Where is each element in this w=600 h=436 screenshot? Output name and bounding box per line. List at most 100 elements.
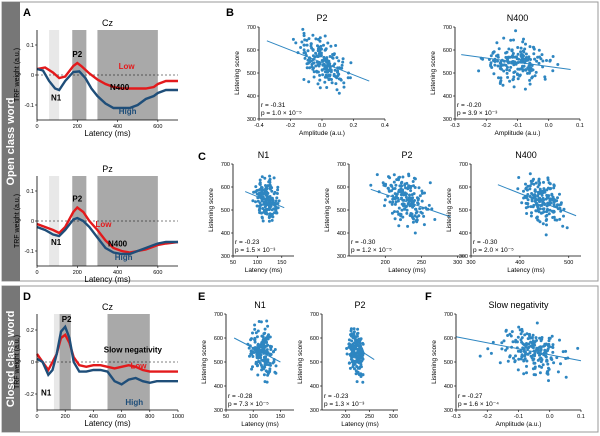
scatter-point: [531, 45, 535, 49]
x-axis-label: Latency (ms): [507, 267, 545, 274]
scatter-point: [420, 199, 424, 203]
y-axis-label: Listening score: [324, 188, 331, 232]
y-tick-label: 400: [337, 231, 346, 237]
y-tick-label: 300: [459, 254, 468, 260]
x-axis-label: Latency (ms): [341, 421, 379, 428]
scatter-point: [522, 359, 526, 363]
scatter-point: [533, 199, 537, 203]
scatter-point: [262, 358, 266, 362]
scatter-point: [520, 336, 524, 340]
y-tick-label: 400: [444, 384, 453, 390]
component-label: High: [125, 398, 143, 407]
scatter-point: [320, 68, 324, 72]
panel-title: Cz: [102, 302, 113, 312]
scatter-point: [548, 208, 552, 212]
scatter-point: [550, 345, 554, 349]
scatter-point: [497, 47, 501, 51]
scatter-point: [505, 346, 509, 350]
x-axis-label: Latency (ms): [84, 419, 131, 428]
scatter-point: [541, 211, 544, 215]
scatter-point: [516, 46, 520, 49]
scatter-point: [400, 196, 403, 200]
scatter-point: [542, 207, 546, 211]
y-tick-label: 0.1: [26, 189, 34, 195]
scatter-point: [552, 210, 555, 214]
scatter-point: [257, 208, 261, 212]
scatter-point: [530, 341, 534, 345]
y-tick-label: 600: [444, 336, 453, 342]
scatter-point: [531, 205, 535, 209]
scatter-point: [359, 365, 363, 369]
scatter-point: [274, 211, 278, 215]
scatter-point: [387, 175, 390, 179]
panel-b1: Br = -0.31p = 1.0 × 10⁻⁵ P2 -0.4 -0.2 0.0 0.2…: [226, 7, 389, 137]
scatter-point: [544, 342, 548, 346]
scatter-point: [544, 233, 548, 237]
scatter-point: [519, 58, 523, 62]
regression-line: [266, 40, 370, 82]
scatter-point: [519, 332, 523, 336]
scatter-point: [356, 331, 360, 335]
scatter-point: [394, 183, 398, 187]
scatter-point: [498, 80, 502, 84]
stat-text: p = 1.3 × 10⁻³: [324, 401, 365, 408]
scatter-point: [265, 195, 269, 199]
panel-title: N400: [507, 13, 529, 23]
scatter-point: [356, 338, 360, 342]
scatter-point: [544, 197, 548, 201]
x-tick-label: 100: [249, 414, 258, 420]
scatter-point: [323, 75, 327, 79]
scatter-point: [408, 193, 411, 197]
scatter-point: [528, 351, 532, 355]
scatter-point: [505, 68, 509, 72]
scatter-point: [390, 211, 394, 215]
scatter-point: [392, 180, 396, 184]
scatter-point: [273, 190, 277, 194]
scatter-point: [528, 172, 532, 176]
scatter-point: [525, 364, 528, 368]
x-tick-label: 150: [276, 414, 285, 420]
scatter-point: [522, 64, 526, 68]
scatter-point: [323, 70, 327, 74]
x-tick-label: 200: [73, 270, 82, 276]
component-label: High: [115, 253, 133, 262]
y-tick-label: 600: [443, 48, 452, 54]
scatter-point: [358, 356, 362, 360]
scatter-point: [428, 181, 432, 185]
scatter-point: [499, 76, 503, 80]
scatter-point: [405, 192, 408, 196]
scatter-point: [558, 217, 562, 221]
y-tick-label: 400: [443, 94, 452, 100]
scatter-point: [504, 348, 508, 352]
scatter-point: [539, 349, 543, 352]
scatter-point: [309, 44, 313, 48]
scatter-point: [506, 334, 510, 337]
scatter-point: [391, 200, 395, 204]
scatter-point: [537, 364, 541, 368]
scatter-point: [415, 210, 419, 214]
scatter-point: [543, 190, 547, 194]
x-tick-label: -0.3: [451, 414, 460, 420]
scatter-point: [263, 355, 267, 359]
stat-text: p = 2.0 × 10⁻⁵: [473, 247, 514, 254]
scatter-point: [322, 58, 326, 62]
scatter-point: [263, 361, 267, 365]
scatter-point: [263, 331, 267, 335]
y-tick-label: 600: [459, 185, 468, 191]
scatter-point: [511, 77, 515, 81]
component-label: N1: [51, 94, 62, 103]
scatter-point: [303, 56, 307, 60]
scatter-point: [260, 175, 264, 179]
scatter-point: [547, 366, 550, 370]
scatter-point: [257, 191, 261, 195]
panel-letter: F: [425, 291, 432, 303]
scatter-point: [410, 199, 414, 203]
stat-text: p = 1.0 × 10⁻⁵: [261, 110, 302, 117]
scatter-point: [545, 223, 548, 227]
scatter-point: [504, 329, 508, 333]
scatter-point: [266, 202, 270, 206]
panel-a1: A N1 P2 N400 Low High Cz 0 200 400 600 -0.1 0 0.1 Late…: [14, 7, 178, 138]
scatter-point: [561, 224, 565, 228]
scatter-point: [412, 217, 415, 221]
